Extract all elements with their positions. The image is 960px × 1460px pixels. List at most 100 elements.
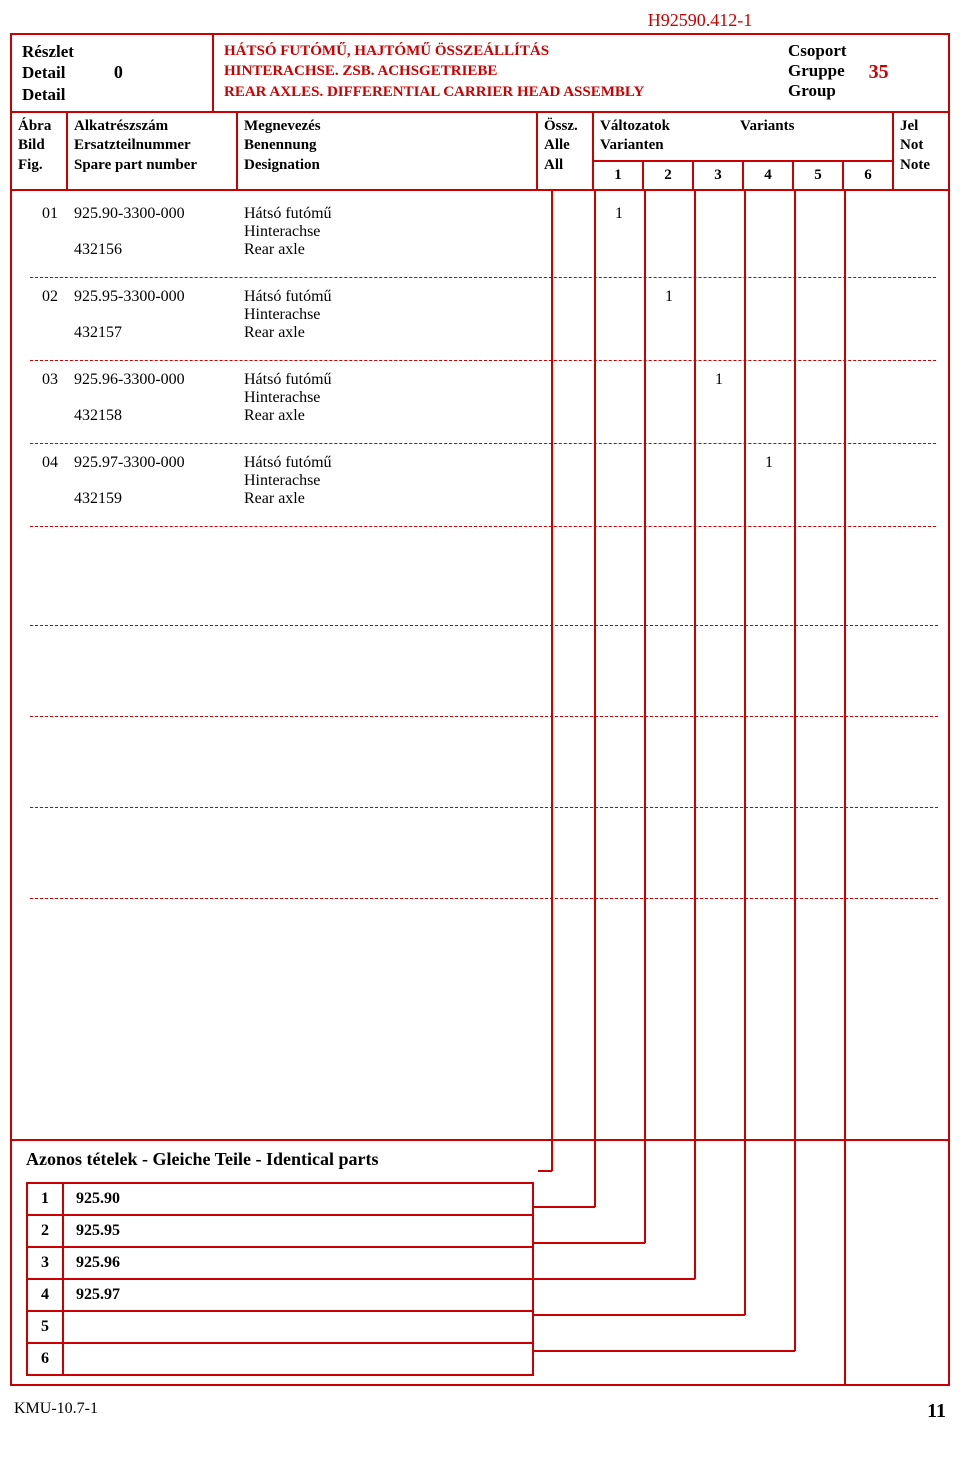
header-right: Csoport Gruppe Group 35 [778,35,948,111]
variant-1 [594,452,644,522]
ht-1: HÁTSÓ FUTÓMŰ, HAJTÓMŰ ÖSSZEÁLLÍTÁS [224,41,768,61]
ch-p-1: Ersatzteilnummer [74,136,230,156]
variant-5 [794,369,844,439]
column-headers: Ábra Bild Fig. Alkatrészszám Ersatzteiln… [10,113,950,192]
cell-all [538,286,594,356]
identical-parts-box: Azonos tételek - Gleiche Teile - Identic… [10,1141,950,1386]
cell-designation: Hátsó futóműHinterachseRear axle [238,286,538,356]
variant-4: 1 [744,452,794,522]
ch-vt2: Variants [734,113,892,160]
cell-all [538,369,594,439]
colhead-variants: Változatok Varianten Variants 1 2 3 4 5 … [594,113,894,190]
cell-partnum: 925.95-3300-000 432157 [68,286,238,356]
identical-val: 925.90 [63,1183,533,1215]
cell-partnum: 925.97-3300-000 432159 [68,452,238,522]
data-body: 01925.90-3300-000 432156Hátsó futóműHint… [10,191,950,1141]
table-row: 01925.90-3300-000 432156Hátsó futóműHint… [12,203,948,273]
variant-6 [844,452,894,522]
colhead-all: Össz. Alle All [538,113,594,190]
colhead-part: Alkatrészszám Ersatzteilnummer Spare par… [68,113,238,190]
identical-val: 925.95 [63,1215,533,1247]
variant-1 [594,369,644,439]
identical-val: 925.97 [63,1279,533,1311]
row-separator [30,360,936,361]
ch-fig-2: Fig. [18,156,60,176]
identical-num: 5 [27,1311,63,1343]
identical-num: 3 [27,1247,63,1279]
table-row: 03925.96-3300-000 432158Hátsó futóműHint… [12,369,948,439]
cell-note [894,203,948,273]
identical-table: 1925.902925.953925.964925.9756 [26,1182,534,1376]
identical-row: 2925.95 [27,1215,533,1247]
cell-variants: 1 [594,369,894,439]
variant-2: 1 [644,286,694,356]
row-separator [30,277,936,278]
cell-note [894,369,948,439]
colhead-designation: Megnevezés Benennung Designation [238,113,538,190]
ch-d-0: Megnevezés [244,117,530,137]
ch-vn-5: 6 [844,162,892,190]
variant-5 [794,452,844,522]
identical-row: 1925.90 [27,1183,533,1215]
row-separator [30,526,936,527]
hl-l1: Részlet [22,41,74,62]
hl-l3: Detail [22,84,74,105]
ht-3: REAR AXLES. DIFFERENTIAL CARRIER HEAD AS… [224,82,768,102]
variant-6 [844,369,894,439]
variant-4 [744,286,794,356]
cell-designation: Hátsó futóműHinterachseRear axle [238,369,538,439]
variant-4 [744,369,794,439]
identical-val: 925.96 [63,1247,533,1279]
cell-fig: 02 [12,286,68,356]
cell-all [538,203,594,273]
identical-num: 1 [27,1183,63,1215]
variant-6 [844,203,894,273]
header-title: HÁTSÓ FUTÓMŰ, HAJTÓMŰ ÖSSZEÁLLÍTÁS HINTE… [212,35,778,111]
variant-2 [644,452,694,522]
colhead-note: Jel Not Note [894,113,948,190]
hr-l3: Group [788,81,847,101]
ch-d-1: Benennung [244,136,530,156]
cell-partnum: 925.90-3300-000 432156 [68,203,238,273]
variant-1 [594,286,644,356]
page-number: 11 [927,1400,946,1423]
ch-a-2: All [544,156,586,176]
doc-number: H92590.412-1 [10,10,950,31]
ch-n-0: Jel [900,117,942,137]
table-row: 04925.97-3300-000 432159Hátsó futóműHint… [12,452,948,522]
ch-vn-2: 3 [694,162,744,190]
cell-designation: Hátsó futóműHinterachseRear axle [238,203,538,273]
ht-2: HINTERACHSE. ZSB. ACHSGETRIEBE [224,61,768,81]
ch-p-0: Alkatrészszám [74,117,230,137]
ch-n-2: Note [900,156,942,176]
ch-n-1: Not [900,136,942,156]
footer-code: KMU-10.7-1 [14,1400,98,1423]
cell-fig: 01 [12,203,68,273]
row-separator [30,443,936,444]
identical-title: Azonos tételek - Gleiche Teile - Identic… [26,1149,934,1170]
variant-3: 1 [694,369,744,439]
variant-6 [844,286,894,356]
variant-2 [644,203,694,273]
identical-row: 6 [27,1343,533,1375]
identical-row: 4925.97 [27,1279,533,1311]
ch-vts: Varianten [600,137,664,153]
identical-row: 5 [27,1311,533,1343]
cell-variants: 1 [594,286,894,356]
identical-num: 2 [27,1215,63,1247]
cell-variants: 1 [594,452,894,522]
identical-val [63,1343,533,1375]
page-footer: KMU-10.7-1 11 [10,1386,950,1423]
hl-l2: Detail [22,62,74,83]
variant-5 [794,286,844,356]
variant-1: 1 [594,203,644,273]
variant-5 [794,203,844,273]
ch-a-0: Össz. [544,117,586,137]
ch-a-1: Alle [544,136,586,156]
hr-l1: Csoport [788,41,847,61]
identical-num: 4 [27,1279,63,1311]
ch-vt1: Változatok [600,118,670,134]
cell-fig: 04 [12,452,68,522]
ch-fig-0: Ábra [18,117,60,137]
variant-3 [694,203,744,273]
